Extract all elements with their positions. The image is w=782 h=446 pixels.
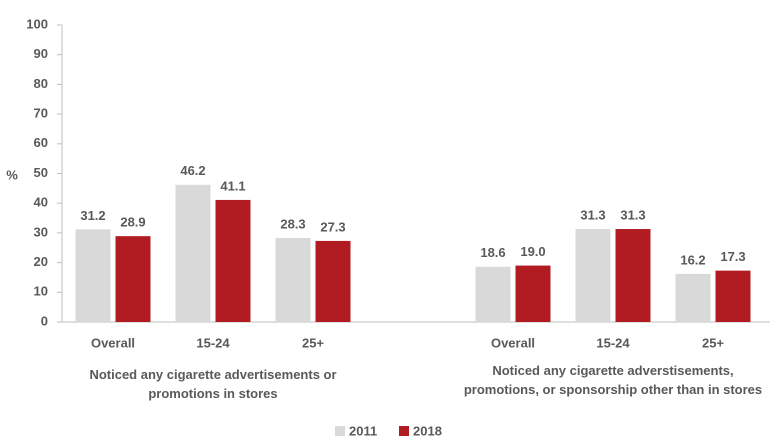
value-label: 18.6: [480, 245, 505, 260]
y-tick-label: 90: [34, 46, 48, 61]
bar: [675, 273, 711, 322]
x-tick-label: Overall: [491, 335, 535, 350]
value-label: 28.3: [280, 216, 305, 231]
y-tick-label: 40: [34, 195, 48, 210]
value-label: 31.2: [80, 208, 105, 223]
legend-label: 2018: [413, 423, 442, 438]
group-label: Noticed any cigarette advertisements or …: [89, 367, 337, 401]
bar: [715, 270, 751, 322]
value-label: 41.1: [220, 178, 245, 193]
value-label: 27.3: [320, 219, 345, 234]
value-label: 31.3: [620, 207, 645, 222]
bar: [115, 236, 151, 322]
y-tick-label: 50: [34, 165, 48, 180]
legend-swatch: [399, 426, 409, 436]
x-tick-label: 25+: [302, 335, 324, 350]
bar: [275, 237, 311, 322]
x-tick-label: 15-24: [196, 335, 230, 350]
value-label: 46.2: [180, 163, 205, 178]
x-tick-label: 15-24: [596, 335, 630, 350]
legend-swatch: [335, 426, 345, 436]
value-label: 19.0: [520, 244, 545, 259]
y-axis-label: %: [6, 167, 18, 182]
y-tick-label: 100: [26, 16, 48, 31]
x-tick-label: 25+: [702, 335, 724, 350]
y-tick-label: 0: [41, 313, 48, 328]
bar: [215, 199, 251, 322]
bar: [515, 265, 551, 322]
y-tick-label: 70: [34, 106, 48, 121]
legend-label: 2011: [349, 423, 377, 438]
bar: [75, 229, 111, 322]
y-tick-label: 10: [34, 284, 48, 299]
value-label: 31.3: [580, 207, 605, 222]
bar: [575, 229, 611, 322]
bar: [615, 229, 651, 322]
value-label: 28.9: [120, 215, 145, 230]
value-label: 17.3: [720, 249, 745, 264]
x-tick-label: Overall: [91, 335, 135, 350]
bar: [315, 240, 351, 322]
bar: [175, 184, 211, 322]
value-label: 16.2: [680, 252, 705, 267]
group-label: Noticed any cigarette adverstisements, p…: [463, 363, 763, 397]
bar: [475, 266, 511, 322]
y-tick-label: 60: [34, 135, 48, 150]
y-tick-label: 80: [34, 76, 48, 91]
y-tick-label: 20: [34, 254, 48, 269]
y-tick-label: 30: [34, 224, 48, 239]
